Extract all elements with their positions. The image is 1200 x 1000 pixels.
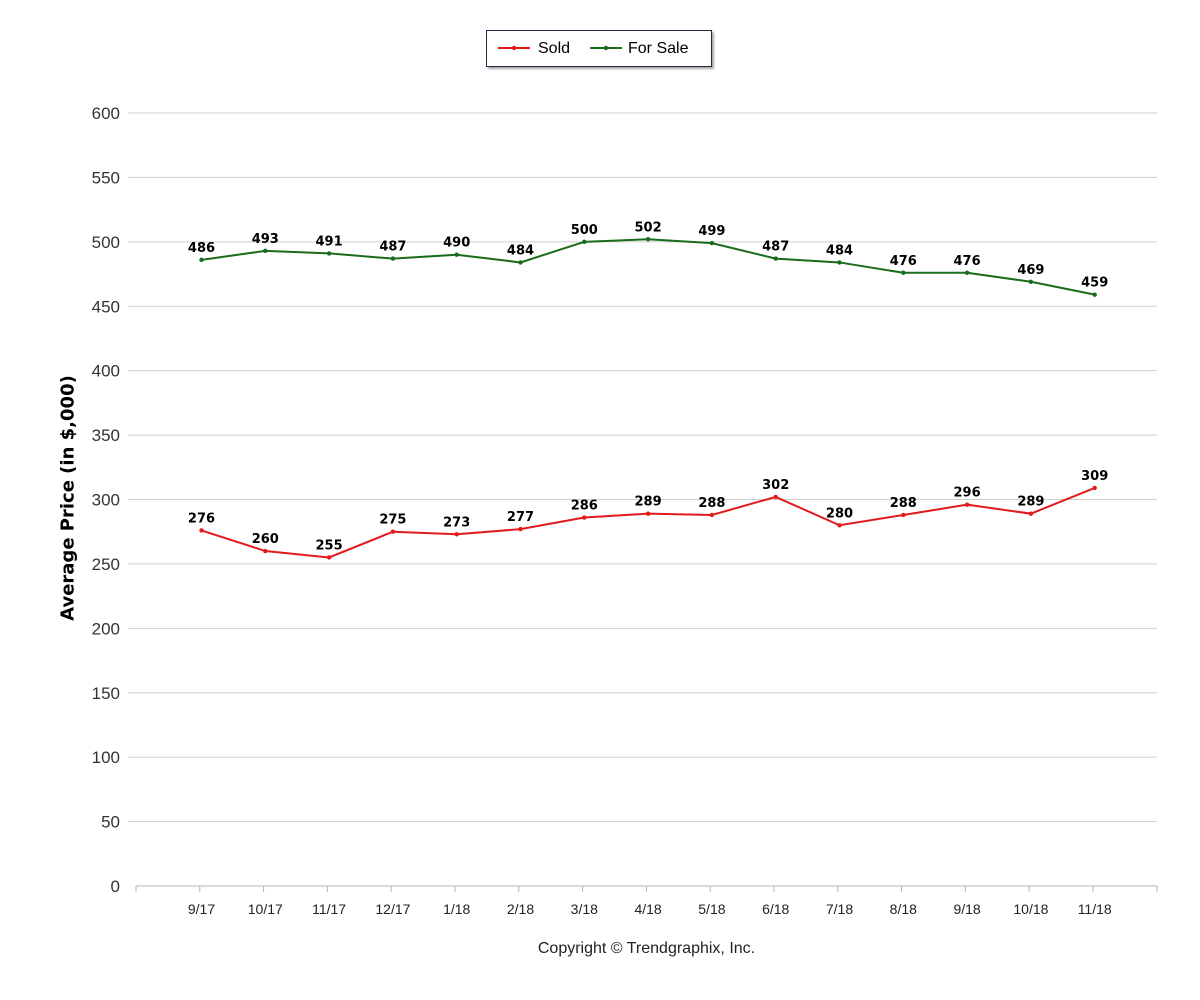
- x-tick-label: 9/18: [953, 901, 980, 917]
- data-point[interactable]: [454, 532, 459, 537]
- data-label: 275: [379, 513, 406, 528]
- data-point[interactable]: [199, 257, 204, 263]
- data-point[interactable]: [263, 248, 268, 254]
- data-point[interactable]: [263, 548, 268, 554]
- data-label: 469: [1017, 263, 1044, 278]
- x-tick-label: 3/18: [571, 901, 598, 917]
- data-point[interactable]: [1028, 511, 1034, 516]
- data-label: 502: [635, 220, 662, 235]
- data-point[interactable]: [518, 526, 523, 532]
- data-point[interactable]: [454, 252, 459, 257]
- data-point[interactable]: [773, 494, 778, 500]
- data-label: 459: [1081, 276, 1108, 291]
- data-label: 302: [762, 478, 789, 493]
- y-tick-label: 400: [92, 362, 120, 381]
- data-point[interactable]: [645, 511, 651, 516]
- y-tick-label: 250: [92, 555, 120, 574]
- series-line-for-sale: [201, 238, 1095, 296]
- data-label: 491: [316, 234, 343, 249]
- data-label: 487: [379, 240, 406, 255]
- data-label: 500: [571, 223, 598, 238]
- y-tick-label: 600: [92, 104, 120, 123]
- x-tick-label: 10/18: [1013, 901, 1048, 917]
- legend-for-sale-label[interactable]: For Sale: [628, 40, 689, 57]
- x-tick-label: 8/18: [890, 901, 917, 917]
- y-tick-label: 450: [92, 297, 120, 316]
- data-point[interactable]: [390, 529, 396, 534]
- data-point[interactable]: [390, 256, 396, 261]
- data-point[interactable]: [326, 555, 332, 560]
- copyright-text: Copyright © Trendgraphix, Inc.: [537, 940, 756, 957]
- data-point[interactable]: [326, 251, 332, 256]
- x-tick-label: 5/18: [698, 901, 725, 917]
- x-tick-label: 10/17: [248, 901, 283, 917]
- data-point[interactable]: [1092, 292, 1097, 297]
- x-tick-label: 4/18: [634, 901, 661, 917]
- x-tick-label: 7/18: [826, 901, 853, 917]
- data-point[interactable]: [645, 237, 651, 242]
- data-point[interactable]: [901, 512, 906, 518]
- x-tick-label: 11/18: [1078, 901, 1112, 917]
- data-label: 273: [443, 515, 470, 530]
- data-point[interactable]: [582, 239, 587, 245]
- x-tick-label: 9/17: [188, 901, 215, 917]
- y-axis-title: Average Price (in $,000): [57, 375, 79, 621]
- data-label: 255: [316, 538, 343, 553]
- series-line-sold: [201, 486, 1096, 559]
- x-tick-label: 12/17: [375, 901, 410, 917]
- data-label: 487: [762, 240, 789, 255]
- data-point[interactable]: [773, 256, 778, 261]
- data-label: 288: [698, 496, 725, 511]
- data-point[interactable]: [709, 512, 715, 518]
- y-tick-label: 50: [101, 813, 120, 832]
- y-tick-label: 200: [92, 619, 120, 638]
- chart-legend[interactable]: Sold For Sale: [486, 30, 712, 67]
- legend-sold-swatch: [985, 49, 1017, 51]
- data-label: 476: [954, 254, 981, 269]
- data-label: 486: [188, 241, 215, 256]
- data-label: 493: [252, 232, 279, 247]
- data-label: 289: [1017, 495, 1044, 510]
- data-label: 296: [954, 486, 981, 501]
- data-label: 476: [890, 254, 917, 269]
- data-point[interactable]: [837, 260, 842, 265]
- data-label: 490: [443, 236, 470, 251]
- x-tick-label: 1/18: [443, 901, 470, 917]
- data-point[interactable]: [964, 502, 970, 507]
- data-point[interactable]: [964, 270, 970, 275]
- data-label: 280: [826, 506, 853, 521]
- data-point[interactable]: [518, 260, 523, 265]
- y-tick-label: 300: [92, 491, 120, 510]
- y-tick-label: 500: [92, 233, 120, 252]
- x-tick-label: 6/18: [762, 901, 789, 917]
- data-label: 260: [252, 532, 279, 547]
- data-point[interactable]: [709, 240, 715, 246]
- data-label: 286: [571, 499, 598, 514]
- data-label: 484: [826, 243, 853, 258]
- y-tick-label: 150: [92, 684, 120, 703]
- y-tick-label: 350: [92, 426, 120, 445]
- data-point[interactable]: [1092, 485, 1097, 491]
- x-tick-label: 11/17: [312, 901, 346, 917]
- data-label: 499: [698, 224, 725, 239]
- data-label: 484: [507, 243, 534, 258]
- legend-sold-label[interactable]: Sold: [538, 40, 571, 57]
- y-tick-label: 100: [92, 748, 120, 767]
- data-label: 277: [507, 510, 534, 525]
- data-point[interactable]: [1028, 279, 1034, 284]
- data-point[interactable]: [837, 523, 842, 528]
- data-label: 309: [1081, 469, 1108, 484]
- y-tick-label: 550: [92, 168, 120, 187]
- data-point[interactable]: [199, 528, 204, 533]
- data-label: 289: [635, 495, 662, 510]
- data-label: 276: [188, 511, 215, 526]
- data-point[interactable]: [901, 270, 906, 275]
- y-tick-label: 0: [111, 877, 120, 896]
- data-point[interactable]: [582, 515, 587, 520]
- x-tick-label: 2/18: [507, 901, 534, 917]
- data-label: 288: [890, 496, 917, 511]
